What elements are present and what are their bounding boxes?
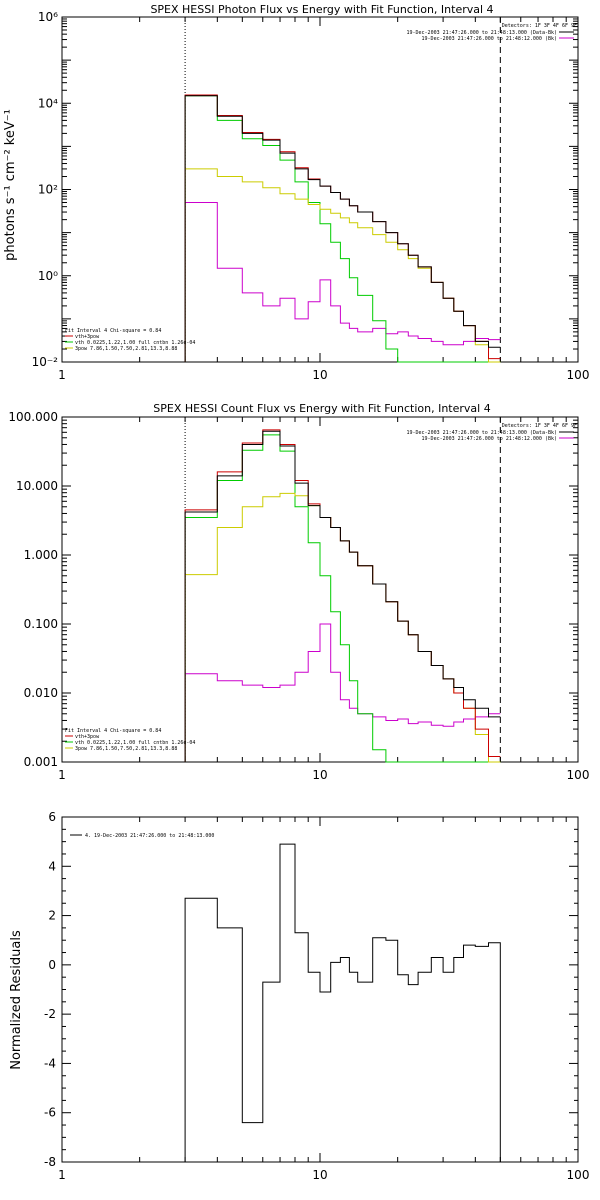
y-tick-label: 0 bbox=[48, 958, 56, 972]
photon-flux-panel: SPEX HESSI Photon Flux vs Energy with Fi… bbox=[3, 3, 589, 382]
series-vth-3pow bbox=[184, 429, 501, 762]
x-tick-label: 1 bbox=[58, 368, 66, 382]
count-flux-legend: 19-Dec-2003 21:47:26.000 to 21:48:13.000… bbox=[65, 430, 574, 752]
y-tick-label: -8 bbox=[44, 1155, 56, 1169]
legend-left-label: 3pow 7.86,1.50,7.50,2.81,13.3,8.88 bbox=[75, 746, 177, 752]
count-detectors: Detectors: 1F 3F 4F 6F 9F bbox=[502, 423, 577, 429]
legend-left-label: 3pow 7.86,1.50,7.50,2.81,13.3,8.88 bbox=[75, 346, 177, 352]
legend-label: 4. 19-Dec-2003 21:47:26.000 to 21:48:13.… bbox=[85, 833, 214, 839]
y-tick-label: 0.001 bbox=[24, 755, 58, 769]
legend-right-label: 19-Dec-2003 21:47:26.000 to 21:48:13.000… bbox=[406, 430, 557, 436]
legend-left-label: Fit Interval 4 Chi-square = 0.84 bbox=[65, 328, 161, 334]
x-tick-label: 100 bbox=[567, 368, 590, 382]
series-vth bbox=[184, 95, 501, 363]
count-flux-axes: 1 10 100 0.001 0.010 0.100 1.000 10.000 100.000 bbox=[8, 410, 589, 782]
series-vth-3pow bbox=[184, 94, 501, 362]
residuals-panel: Normalized Residuals 1 10 100-8-6-4-20246 … bbox=[9, 810, 589, 1182]
x-tick-label: 100 bbox=[567, 768, 590, 782]
y-tick-label: 10.000 bbox=[16, 479, 58, 493]
legend-right-label: 19-Dec-2003 21:47:26.000 to 21:48:12.000… bbox=[422, 436, 557, 442]
y-tick-label: 2 bbox=[48, 909, 56, 923]
y-tick-label: 1.000 bbox=[24, 548, 58, 562]
legend-left-label: vth 0.0225,1.22,1.00 full cntbn 1.26e-04 bbox=[75, 340, 195, 346]
y-tick-label: 10⁴ bbox=[38, 96, 58, 110]
y-tick-label: 0.010 bbox=[24, 686, 58, 700]
x-tick-label: 10 bbox=[312, 768, 327, 782]
y-tick-label: 100.000 bbox=[8, 410, 58, 424]
y-tick-label: 4 bbox=[48, 859, 56, 873]
x-tick-label: 1 bbox=[58, 1168, 66, 1182]
x-tick-label: 10 bbox=[312, 1168, 327, 1182]
series-vth bbox=[184, 434, 501, 763]
residuals-axes: 1 10 100 -8 -6 -4 -2 0 2 4 6 bbox=[44, 810, 589, 1182]
y-tick-label: 10⁻² bbox=[32, 355, 59, 369]
count-flux-plot bbox=[184, 417, 501, 763]
x-tick-label: 1 bbox=[58, 768, 66, 782]
legend-left-label: vth 0.0225,1.22,1.00 full cntbn 1.26e-04 bbox=[75, 740, 195, 746]
photon-detectors: Detectors: 1F 3F 4F 6F 9F bbox=[502, 23, 577, 29]
y-tick-label: 6 bbox=[48, 810, 56, 824]
photon-flux-legend: 19-Dec-2003 21:47:26.000 to 21:48:13.000… bbox=[65, 30, 574, 352]
series-3pow bbox=[184, 492, 501, 763]
y-tick-label: -6 bbox=[44, 1106, 56, 1120]
legend-right-label: 19-Dec-2003 21:47:26.000 to 21:48:12.000… bbox=[422, 36, 557, 42]
legend-left-label: Fit Interval 4 Chi-square = 0.84 bbox=[65, 728, 161, 734]
y-tick-label: -2 bbox=[44, 1007, 56, 1021]
y-tick-label: -4 bbox=[44, 1056, 56, 1070]
y-tick-label: 10⁰ bbox=[38, 269, 58, 283]
count-flux-panel: SPEX HESSI Count Flux vs Energy with Fit… bbox=[8, 402, 589, 782]
series-residuals bbox=[184, 843, 501, 1162]
photon-flux-ylabel: photons s⁻¹ cm⁻² keV⁻¹ bbox=[3, 109, 18, 261]
residuals-plot bbox=[184, 843, 501, 1162]
residuals-legend: 4. 19-Dec-2003 21:47:26.000 to 21:48:13.… bbox=[70, 833, 214, 839]
photon-flux-axes: 1 10 100 10⁻² 10⁰ 10² 10⁴ 10⁶ bbox=[32, 10, 590, 382]
y-tick-label: 10⁶ bbox=[38, 10, 58, 24]
x-tick-label: 100 bbox=[567, 1168, 590, 1182]
series-bk bbox=[184, 202, 501, 362]
legend-right-label: 19-Dec-2003 21:47:26.000 to 21:48:13.000… bbox=[406, 30, 557, 36]
y-tick-label: 0.100 bbox=[24, 617, 58, 631]
legend-left-label: vth+3pow bbox=[75, 334, 100, 340]
count-flux-title: SPEX HESSI Count Flux vs Energy with Fit… bbox=[153, 402, 490, 415]
residuals-ylabel: Normalized Residuals bbox=[9, 930, 24, 1070]
legend-left-label: vth+3pow bbox=[75, 734, 100, 740]
y-tick-label: 10² bbox=[38, 183, 58, 197]
x-tick-label: 10 bbox=[312, 368, 327, 382]
photon-flux-plot bbox=[184, 17, 501, 363]
series-data-bk bbox=[184, 95, 501, 362]
series-3pow bbox=[184, 168, 501, 363]
series-data-bk bbox=[184, 430, 501, 762]
photon-flux-title: SPEX HESSI Photon Flux vs Energy with Fi… bbox=[150, 3, 493, 16]
